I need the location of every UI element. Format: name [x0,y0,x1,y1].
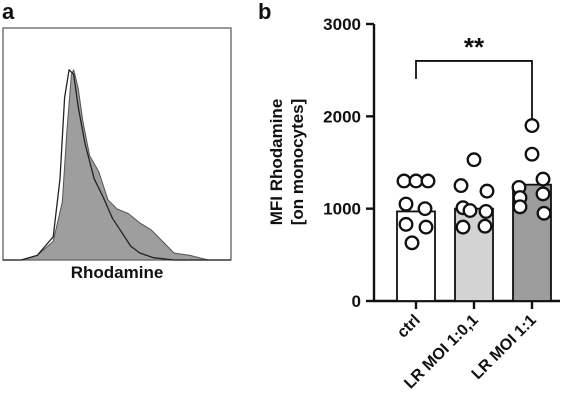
y-axis-label-line: MFI Rhodamine [267,99,286,226]
data-point [535,186,551,202]
histogram-x-label: Rhodamine [71,263,164,282]
data-point [479,183,495,199]
x-category-label: ctrl [394,312,424,342]
data-point [398,216,414,232]
y-tick-label: 2000 [323,107,361,126]
data-point [396,173,412,189]
data-point [408,173,424,189]
histogram-filled-series [2,69,232,261]
data-point [524,146,540,162]
y-tick-label: 3000 [323,15,361,34]
data-point [418,219,434,235]
histogram-plot [2,69,232,261]
y-tick-label: 0 [352,292,361,311]
data-point [404,235,420,251]
data-point [478,203,494,219]
data-point [455,219,471,235]
data-point [524,118,540,134]
significance-label: ** [464,32,485,62]
data-point [536,205,552,221]
y-axis-label-line: [on monocytes] [288,99,307,226]
data-point [535,171,551,187]
data-point [512,199,528,215]
data-point [462,203,478,218]
y-axis-label: MFI Rhodamine [on monocytes] [267,99,307,226]
significance-bracket [415,60,533,119]
data-point [466,152,482,168]
bar-chart: 0 1000 2000 3000 MFI Rhodamine [on monocytes]… [267,15,560,392]
data-point [417,201,433,217]
data-point [398,196,414,212]
data-point [420,173,436,189]
y-tick-label: 1000 [323,200,361,219]
panel-b-letter: b [258,0,271,24]
panel-a-letter: a [2,0,15,24]
data-point [453,178,469,194]
histogram-outline-series [3,69,231,261]
data-point [477,218,493,234]
